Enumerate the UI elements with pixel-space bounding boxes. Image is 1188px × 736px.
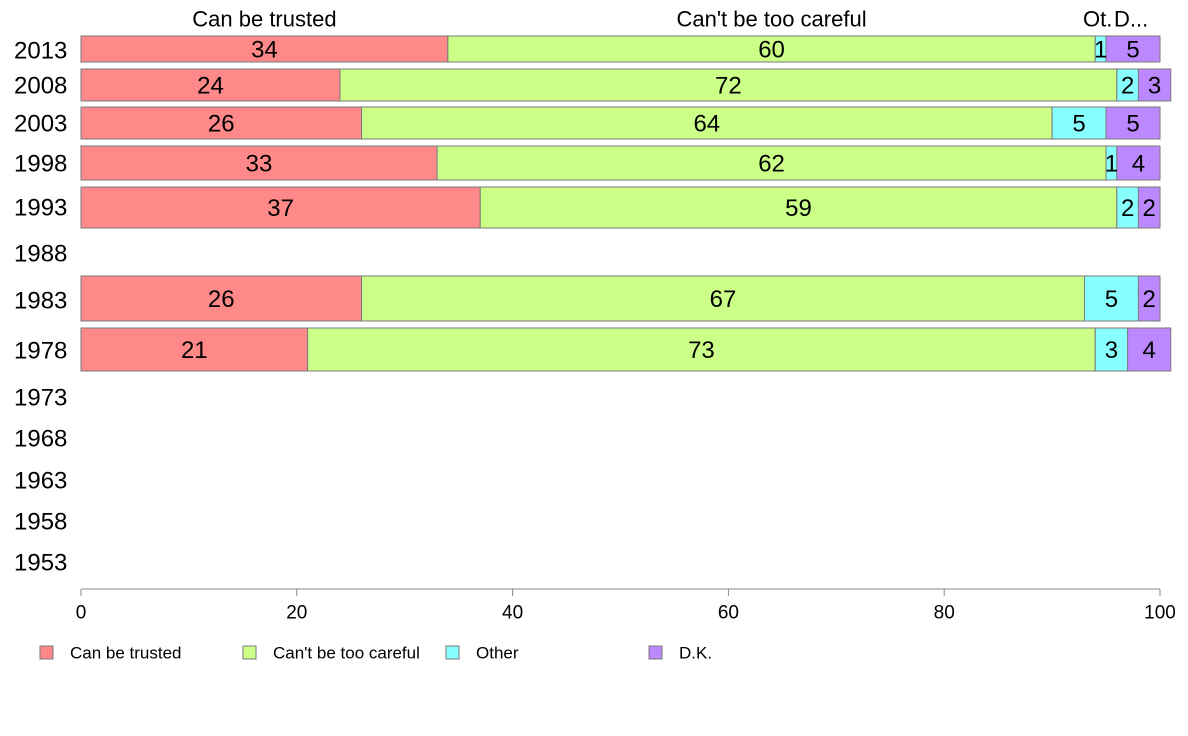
year-label: 2003 — [14, 111, 67, 138]
data-label: 3 — [1148, 73, 1161, 100]
bar-segment — [80, 35, 449, 63]
x-tick-label: 100 — [1144, 603, 1176, 624]
top-series-label: Can be trusted — [192, 7, 336, 32]
bar-segment — [1083, 275, 1139, 322]
data-label: 2 — [1121, 73, 1134, 100]
x-axis: 0 20 40 60 80 100 — [76, 588, 1176, 624]
year-label: 1968 — [14, 426, 67, 453]
bar-segment — [1137, 186, 1161, 229]
data-label: 5 — [1126, 37, 1139, 64]
bar-segment — [1105, 35, 1161, 63]
data-label: 2 — [1143, 195, 1156, 222]
year-label: 1953 — [14, 550, 67, 577]
top-series-label: Can't be too careful — [677, 7, 867, 32]
data-label: 4 — [1132, 151, 1145, 178]
legend: Can be trusted Can't be too careful Other D… — [39, 644, 712, 663]
legend-swatch — [242, 645, 257, 660]
year-label: 2008 — [14, 73, 67, 100]
data-label: 60 — [758, 37, 785, 64]
data-label: 67 — [710, 286, 737, 313]
bar-segment — [1116, 145, 1161, 181]
bar-segment — [80, 106, 363, 140]
data-label: 1 — [1105, 151, 1118, 178]
bar-segment — [1137, 68, 1172, 102]
bar-segment — [80, 145, 438, 181]
data-label: 26 — [208, 111, 235, 138]
legend-label: Other — [476, 644, 519, 663]
bar-segment — [361, 106, 1053, 140]
bar-segment — [1051, 106, 1107, 140]
data-label: 24 — [197, 73, 224, 100]
top-labels: Can be trusted Can't be too careful Ot. D..… — [192, 7, 1148, 32]
legend-label: Can be trusted — [70, 644, 182, 663]
data-label: 33 — [246, 151, 273, 178]
year-label: 2013 — [14, 38, 67, 65]
top-series-label: D... — [1114, 7, 1148, 32]
data-label: 37 — [267, 195, 294, 222]
year-labels: 2013 2008 2003 1998 1993 1988 1983 1978 1973 1968… — [14, 38, 67, 577]
data-label: 62 — [758, 151, 785, 178]
x-tick-label: 40 — [502, 603, 523, 624]
bar-segment — [447, 35, 1096, 63]
data-label: 1 — [1094, 37, 1107, 64]
data-label: 2 — [1143, 286, 1156, 313]
bar-segment — [80, 275, 363, 322]
legend-swatch — [648, 645, 663, 660]
x-tick-label: 60 — [718, 603, 739, 624]
year-label: 1973 — [14, 385, 67, 412]
x-tick-label: 0 — [76, 603, 87, 624]
value-labels: 34 60 1 524 72 2 326 64 5 533 62 1 437 59 2 226 67 5 221 73… — [181, 37, 1161, 365]
legend-swatch — [39, 645, 54, 660]
data-label: 3 — [1105, 337, 1118, 364]
data-label: 21 — [181, 337, 208, 364]
bar-segment — [436, 145, 1107, 181]
bar-segment — [361, 275, 1085, 322]
bar-segment — [80, 186, 481, 229]
data-label: 5 — [1105, 286, 1118, 313]
bar-segment — [1127, 327, 1172, 372]
data-label: 4 — [1143, 337, 1156, 364]
year-label: 1988 — [14, 241, 67, 268]
year-label: 1983 — [14, 288, 67, 315]
bar-segment — [1105, 106, 1161, 140]
year-label: 1963 — [14, 468, 67, 495]
legend-label: D.K. — [679, 644, 712, 663]
data-label: 5 — [1126, 111, 1139, 138]
year-label: 1958 — [14, 509, 67, 536]
top-series-label: Ot. — [1083, 7, 1112, 32]
data-label: 73 — [688, 337, 715, 364]
data-label: 64 — [693, 111, 720, 138]
data-label: 72 — [715, 73, 742, 100]
data-label: 59 — [785, 195, 812, 222]
bar-segment — [307, 327, 1096, 372]
x-tick-label: 80 — [934, 603, 955, 624]
bar-segment — [80, 327, 309, 372]
year-label: 1978 — [14, 338, 67, 365]
data-label: 5 — [1072, 111, 1085, 138]
data-label: 2 — [1121, 195, 1134, 222]
legend-swatch — [445, 645, 460, 660]
bars — [80, 35, 1172, 372]
bar-segment — [479, 186, 1118, 229]
year-label: 1998 — [14, 151, 67, 178]
legend-label: Can't be too careful — [273, 644, 420, 663]
data-label: 34 — [251, 37, 278, 64]
data-label: 26 — [208, 286, 235, 313]
x-tick-label: 20 — [286, 603, 307, 624]
bar-segment — [1137, 275, 1161, 322]
bar-segment — [339, 68, 1118, 102]
bar-segment — [1094, 327, 1129, 372]
year-label: 1993 — [14, 195, 67, 222]
